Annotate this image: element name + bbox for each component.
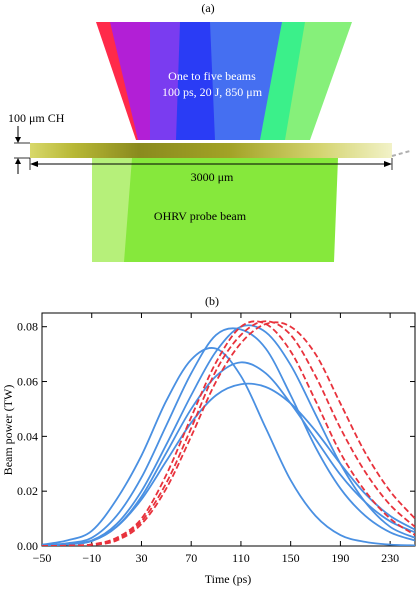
solid-pulse-curve-5: [42, 382, 415, 546]
thickness-arrow-bottom: [15, 158, 21, 164]
solid-pulse-curve-3: [42, 324, 415, 546]
probe-label: OHRV probe beam: [154, 209, 247, 223]
y-tick-label: 0.04: [17, 429, 38, 443]
ch-target-foil: [30, 143, 392, 158]
solid-pulse-curve-2: [42, 327, 415, 546]
x-axis-label: Time (ps): [205, 572, 252, 586]
thickness-arrow-top: [15, 137, 21, 143]
beam-lime: [285, 22, 352, 140]
panel-a-label: (a): [201, 1, 214, 15]
x-tick-label: 70: [185, 551, 197, 565]
beam-magenta: [110, 22, 160, 140]
y-tick-label: 0.08: [17, 320, 38, 334]
probe-beam-edge: [92, 158, 132, 262]
beam-label-line1: One to five beams: [168, 69, 256, 83]
panel-b-label: (b): [205, 294, 219, 308]
y-tick-label: 0.06: [17, 375, 38, 389]
x-tick-label: −50: [33, 551, 52, 565]
x-tick-label: 30: [135, 551, 147, 565]
width-arrow-right: [384, 161, 392, 167]
target-edge-dash: [391, 150, 411, 157]
panel-a: (a) One to five beams: [8, 1, 411, 262]
laser-beams: [96, 22, 352, 140]
plot-series: [42, 320, 415, 546]
solid-pulse-curve-1: [42, 347, 415, 546]
beam-label-line2: 100 ps, 20 J, 850 μm: [162, 85, 263, 99]
y-tick-label: 0.00: [17, 539, 38, 553]
width-arrow-left: [30, 161, 38, 167]
x-tick-label: 110: [232, 551, 250, 565]
axis-ticks: −50 −10 30 70 110 150 190 230 0.00 0.02 0.04 0.06 0.…: [17, 313, 415, 565]
y-axis-label: Beam power (TW): [1, 385, 15, 476]
solid-pulse-curve-4: [42, 361, 415, 546]
x-tick-label: 150: [282, 551, 300, 565]
probe-beam-shape: [92, 158, 338, 262]
dashed-pulse-curve-8: [42, 321, 415, 546]
x-tick-label: 190: [331, 551, 349, 565]
width-label: 3000 μm: [191, 170, 234, 184]
probe-beam: [92, 158, 338, 262]
plot-frame: [41, 312, 416, 547]
dashed-pulse-curve-7: [42, 320, 415, 546]
y-tick-label: 0.02: [17, 484, 38, 498]
dashed-pulse-curve-6: [42, 320, 415, 546]
panel-b: (b) −50 −10 30 70 110 150 190 230 0.00 0.02 0.04 0.…: [1, 294, 416, 586]
target-thickness-label: 100 μm CH: [8, 111, 65, 125]
x-tick-label: 230: [381, 551, 399, 565]
x-tick-label: −10: [82, 551, 101, 565]
